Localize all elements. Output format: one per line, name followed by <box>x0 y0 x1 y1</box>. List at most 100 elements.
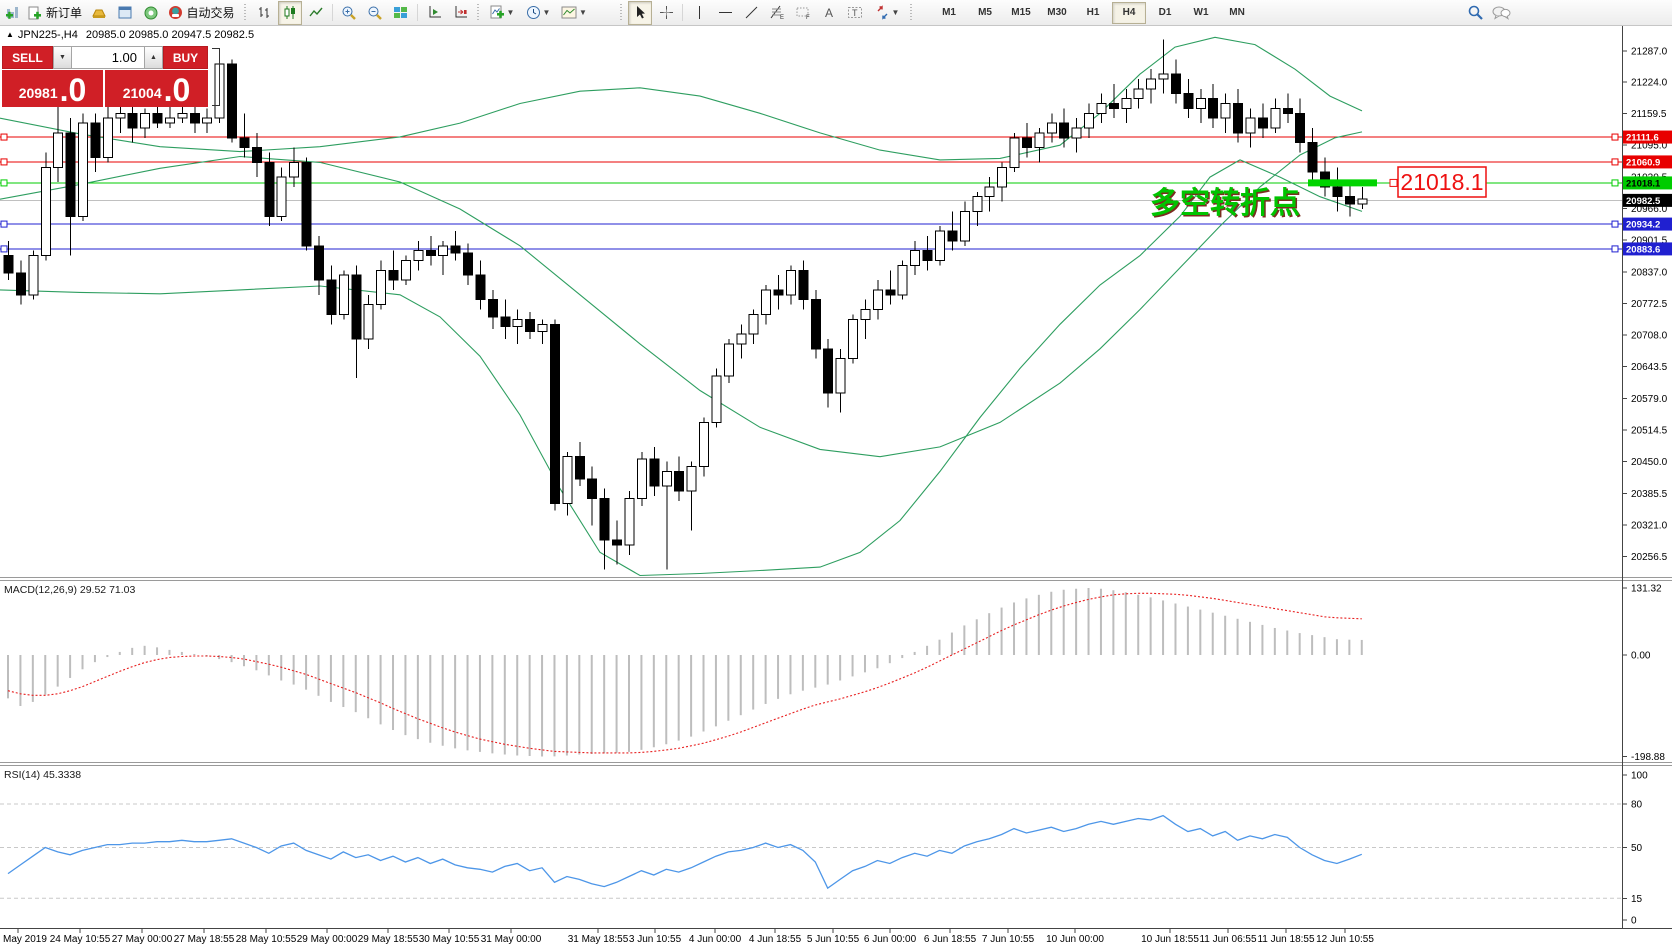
text-button[interactable]: A <box>817 1 841 25</box>
auto-scroll-button[interactable] <box>448 1 472 25</box>
price-callout-box[interactable] <box>1397 166 1487 198</box>
new-order-button[interactable]: 新订单 <box>27 1 85 25</box>
candle-body <box>1307 142 1318 173</box>
tab-timeframe-MN[interactable]: MN <box>1229 7 1245 18</box>
trendline-button[interactable] <box>739 1 763 25</box>
autotrading-button[interactable]: 自动交易 <box>165 1 239 25</box>
bollinger-upper <box>0 36 1363 161</box>
svg-text:-198.88: -198.88 <box>1631 752 1665 763</box>
svg-text:20966.0: 20966.0 <box>1631 204 1668 215</box>
candle-body <box>599 497 610 541</box>
candle-body <box>823 348 834 394</box>
tab-timeframe-H1[interactable]: H1 <box>1086 7 1100 18</box>
crosshair-button[interactable] <box>654 1 678 25</box>
svg-text:21095.0: 21095.0 <box>1631 141 1668 152</box>
zoom-in-icon <box>342 6 356 20</box>
volume-up-button[interactable]: ▲ <box>144 46 163 69</box>
candle-body <box>1183 93 1194 109</box>
buy-price-main: 21004 <box>122 85 162 101</box>
line-chart-button[interactable] <box>304 1 328 25</box>
callout-handle[interactable] <box>1389 178 1398 187</box>
search-button[interactable] <box>1463 1 1487 25</box>
profile-button[interactable] <box>87 1 111 25</box>
candle-body <box>711 375 722 423</box>
tab-timeframe-M15[interactable]: M15 <box>1011 7 1031 18</box>
line-handle[interactable] <box>0 158 8 166</box>
chart-shift-button[interactable] <box>422 1 446 25</box>
fibonacci-button[interactable]: E <box>765 1 789 25</box>
time-label: 28 May 10:55 <box>236 934 297 945</box>
line-handle[interactable] <box>1611 133 1619 141</box>
indicators-button[interactable]: ▼ <box>485 1 519 25</box>
candle-body <box>1208 98 1219 119</box>
line-handle[interactable] <box>1611 245 1619 253</box>
chat-button[interactable] <box>1489 1 1513 25</box>
toolbar-separator <box>332 4 334 21</box>
arrows-button[interactable]: ▼ <box>869 1 905 25</box>
candle-body <box>500 316 511 328</box>
price-axis[interactable]: 21287.021224.021159.521095.021030.520966… <box>1622 47 1672 564</box>
tile-windows-button[interactable] <box>389 1 413 25</box>
cursor-button[interactable] <box>628 0 653 25</box>
volume-down-button[interactable]: ▼ <box>53 46 72 69</box>
zoom-out-button[interactable] <box>363 1 387 25</box>
line-handle[interactable] <box>0 133 8 141</box>
chevron-down-icon: ▼ <box>506 8 515 17</box>
tab-timeframe-M1[interactable]: M1 <box>942 7 956 18</box>
toolbar-grip[interactable] <box>909 3 915 22</box>
candlestick-button[interactable] <box>278 0 303 25</box>
line-handle[interactable] <box>1611 179 1619 187</box>
tab-timeframe-D1[interactable]: D1 <box>1158 7 1172 18</box>
candle-body <box>723 343 734 377</box>
line-handle[interactable] <box>0 220 8 228</box>
time-label: 27 May 00:00 <box>112 934 173 945</box>
bar-chart-button[interactable] <box>252 1 276 25</box>
candle-body <box>53 132 64 168</box>
tab-timeframe-H4[interactable]: H4 <box>1112 1 1147 24</box>
templates-button[interactable]: ▼ <box>557 1 591 25</box>
market-watch-button[interactable] <box>113 1 137 25</box>
line-handle[interactable] <box>0 179 8 187</box>
candle-body <box>922 250 933 261</box>
vertical-line-button[interactable] <box>687 1 711 25</box>
new-chart-button[interactable] <box>1 1 25 25</box>
line-handle[interactable] <box>0 245 8 253</box>
buy-price[interactable]: 21004 .0 <box>105 70 208 107</box>
zoom-in-button[interactable] <box>337 1 361 25</box>
sell-price[interactable]: 20981 .0 <box>2 70 103 107</box>
horizontal-line-button[interactable] <box>713 1 737 25</box>
candle-body <box>140 112 151 129</box>
rsi-pane: 100 80 50 15 0 <box>0 771 1648 927</box>
candle-body <box>289 161 300 178</box>
new-chart-icon <box>6 6 18 19</box>
toolbar-grip[interactable] <box>243 3 249 22</box>
collapse-triangle-icon[interactable]: ▲ <box>6 30 14 39</box>
line-handle[interactable] <box>1611 158 1619 166</box>
navigator-button[interactable] <box>139 1 163 25</box>
toolbar-grip[interactable] <box>476 3 482 22</box>
candle-body <box>463 252 474 276</box>
line-handle[interactable] <box>1611 220 1619 228</box>
svg-text:20837.0: 20837.0 <box>1631 267 1668 278</box>
toolbar-grip[interactable] <box>619 3 625 22</box>
sell-button[interactable]: SELL <box>2 46 53 69</box>
svg-text:0.00: 0.00 <box>1631 651 1651 662</box>
horizontal-line-icon <box>718 12 732 13</box>
tab-timeframe-M5[interactable]: M5 <box>978 7 992 18</box>
volume-input[interactable]: 1.00 <box>72 46 144 69</box>
candle-body <box>1046 122 1057 134</box>
tab-timeframe-W1[interactable]: W1 <box>1193 7 1209 18</box>
annotation-text[interactable]: 多空转折点 <box>1150 187 1300 220</box>
equidistant-channel-button[interactable]: F <box>791 1 815 25</box>
rsi-pane-label: RSI(14) 45.3338 <box>4 769 81 781</box>
candle-body <box>438 245 449 257</box>
buy-button[interactable]: BUY <box>163 46 208 69</box>
periods-button[interactable]: ▼ <box>521 1 555 25</box>
ohlc-values: 20985.0 20985.0 20947.5 20982.5 <box>85 29 255 41</box>
tab-timeframe-M30[interactable]: M30 <box>1047 7 1067 18</box>
bollinger-middle <box>0 131 1363 458</box>
text-label-button[interactable]: T <box>843 1 867 25</box>
